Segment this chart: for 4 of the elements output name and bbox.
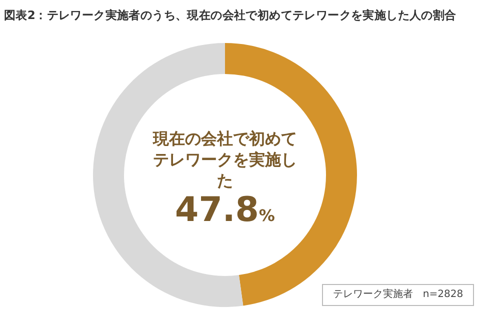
chart-title: 図表2：テレワーク実施者のうち、現在の会社で初めてテレワークを実施した人の割合: [4, 8, 456, 23]
text: テレワーク実施者 n=2828: [322, 284, 474, 306]
slice-label: 現在の会社で初めてテレワークを実施した: [152, 128, 298, 191]
data-label: 47.8%: [174, 190, 276, 230]
